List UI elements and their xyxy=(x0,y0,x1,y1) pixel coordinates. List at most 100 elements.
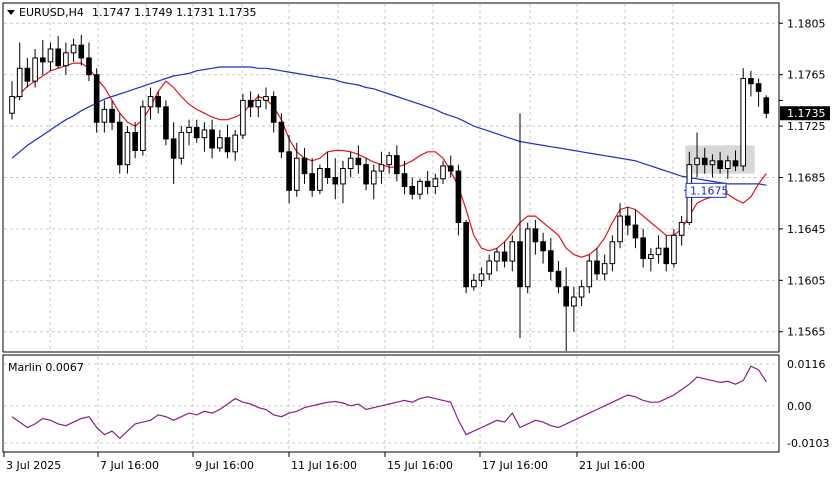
candle xyxy=(694,132,700,178)
candle xyxy=(524,222,531,294)
candle xyxy=(586,254,593,294)
price-tick-label: 1.1605 xyxy=(787,274,826,287)
candle xyxy=(424,171,431,195)
candle xyxy=(640,228,646,268)
candle xyxy=(247,91,254,118)
candle xyxy=(240,93,246,139)
candle xyxy=(124,126,131,174)
candle xyxy=(32,48,38,88)
candle xyxy=(601,254,608,281)
candles xyxy=(9,34,770,351)
time-tick-label: 9 Jul 16:00 xyxy=(195,459,254,472)
candle xyxy=(186,119,192,146)
main-grid xyxy=(4,4,778,351)
ohlc-open: 1.1747 xyxy=(92,6,131,19)
candle xyxy=(648,248,654,272)
price-tick-label: 1.1765 xyxy=(787,69,826,82)
candle xyxy=(617,203,623,249)
candle xyxy=(317,164,323,195)
candle xyxy=(447,155,454,178)
candle xyxy=(409,177,416,200)
candle xyxy=(170,122,177,184)
price-tick-label: 1.1725 xyxy=(787,120,826,133)
candle xyxy=(709,154,716,178)
candle xyxy=(147,87,154,120)
candle xyxy=(478,267,485,287)
oscillator-line xyxy=(11,365,767,440)
ma-slow-line xyxy=(11,66,767,186)
candle xyxy=(401,160,408,195)
candle xyxy=(440,160,446,184)
candle xyxy=(455,164,462,236)
candle xyxy=(324,151,331,184)
candle xyxy=(140,100,146,156)
candle xyxy=(293,142,300,197)
candle xyxy=(301,147,308,184)
candle xyxy=(201,122,208,152)
price-tick-label: 1.1645 xyxy=(787,223,826,236)
candle xyxy=(270,91,277,133)
time-tick-label: 17 Jul 16:00 xyxy=(482,459,548,472)
current-price-label: 1.1735 xyxy=(787,107,826,120)
candle xyxy=(432,173,439,195)
price-tick-label: 1.1565 xyxy=(787,326,826,339)
candle xyxy=(163,100,169,146)
candle xyxy=(155,91,162,114)
time-tick-label: 3 Jul 2025 xyxy=(6,459,61,472)
level-label: 1.1675 xyxy=(690,184,729,197)
candle xyxy=(663,235,670,272)
candle xyxy=(717,151,723,174)
candle xyxy=(101,100,108,133)
candle xyxy=(655,235,662,264)
candle xyxy=(463,219,469,294)
candle xyxy=(193,119,200,143)
current-price-badge xyxy=(780,106,830,121)
candle xyxy=(378,151,385,184)
candle xyxy=(355,145,362,174)
dropdown-triangle-icon[interactable] xyxy=(7,10,15,15)
time-tick-label: 11 Jul 16:00 xyxy=(291,459,357,472)
candle xyxy=(386,151,392,174)
candle xyxy=(540,232,546,264)
candle xyxy=(278,113,285,159)
candle xyxy=(47,42,54,71)
candle xyxy=(740,68,747,172)
candle xyxy=(748,70,754,97)
candle xyxy=(9,81,15,120)
candle xyxy=(394,145,400,182)
indicator-panel-frame xyxy=(2,354,780,453)
candle xyxy=(501,241,508,268)
candle xyxy=(116,113,123,174)
candle xyxy=(340,160,346,204)
candle xyxy=(63,42,69,75)
oscillator-path xyxy=(11,365,767,440)
price-tick-label: 1.1685 xyxy=(787,172,826,185)
price-tick-label: 1.1805 xyxy=(787,17,826,30)
candle xyxy=(471,273,477,291)
candle xyxy=(517,113,523,339)
ohlc-high: 1.1749 xyxy=(134,6,173,19)
candle xyxy=(224,124,231,159)
level-label-box xyxy=(685,182,727,198)
candle xyxy=(609,235,616,272)
candle xyxy=(39,39,46,75)
time-axis: 3 Jul 2025 7 Jul 16:00 9 Jul 16:00 11 Jul 1… xyxy=(3,452,645,472)
candle xyxy=(332,158,339,200)
candle xyxy=(494,248,500,272)
time-tick-label: 21 Jul 16:00 xyxy=(579,459,645,472)
candle xyxy=(571,286,577,332)
candle xyxy=(70,38,77,62)
candle xyxy=(486,254,493,281)
candle xyxy=(232,129,239,161)
symbol-label: EURUSD,H4 xyxy=(19,6,84,19)
ohlc-close: 1.1735 xyxy=(218,6,257,19)
time-tick-label: 7 Jul 16:00 xyxy=(100,459,159,472)
price-axis: 1.1805 1.1765 1.1725 1.1685 1.1645 1.1605 1.15… xyxy=(779,17,826,339)
candle xyxy=(363,158,369,191)
candle xyxy=(632,209,639,249)
candle xyxy=(624,207,631,236)
candle xyxy=(309,158,315,197)
